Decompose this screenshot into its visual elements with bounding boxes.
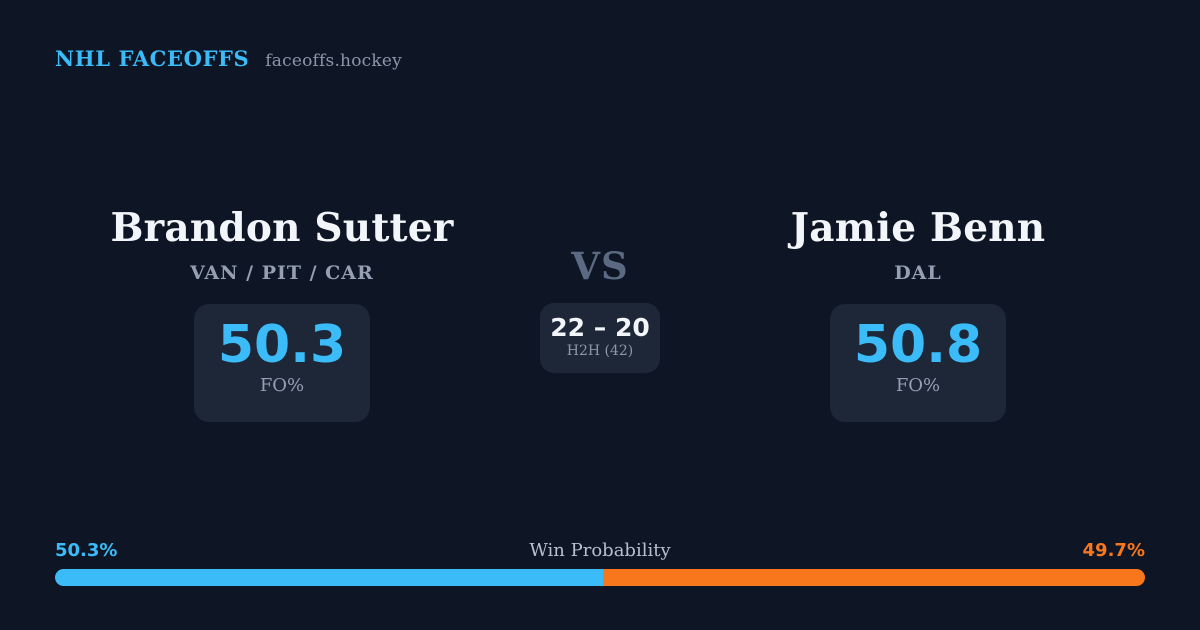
player-right-teams: DAL: [894, 261, 942, 284]
brand-title: NHL FACEOFFS: [55, 46, 250, 71]
win-probability-left-pct: 50.3%: [55, 540, 118, 561]
win-probability-bar-left-segment: [55, 569, 604, 586]
player-left-fo-value: 50.3: [217, 314, 347, 375]
player-left-name: Brandon Sutter: [110, 205, 454, 251]
player-right-section: Jamie Benn DAL 50.8 FO%: [718, 206, 1118, 422]
player-left-teams: VAN / PIT / CAR: [190, 261, 374, 284]
win-probability-title: Win Probability: [529, 540, 671, 561]
matchup-section: VS 22 – 20 H2H (42): [500, 247, 700, 373]
player-right-name: Jamie Benn: [790, 205, 1046, 251]
win-probability-bar: [55, 569, 1145, 586]
player-right-fo-label: FO%: [895, 375, 941, 397]
player-left-fo-card: 50.3 FO%: [194, 303, 370, 422]
win-probability-right-pct: 49.7%: [1082, 540, 1145, 561]
h2h-games-label: H2H (42): [566, 343, 634, 360]
h2h-score: 22 – 20: [550, 312, 650, 342]
player-right-fo-value: 50.8: [853, 314, 983, 375]
header: NHL FACEOFFS faceoffs.hockey: [55, 46, 402, 71]
vs-label: VS: [571, 244, 629, 288]
h2h-card: 22 – 20 H2H (42): [540, 302, 660, 373]
site-domain: faceoffs.hockey: [265, 51, 402, 71]
player-left-section: Brandon Sutter VAN / PIT / CAR 50.3 FO%: [82, 206, 482, 422]
player-right-fo-card: 50.8 FO%: [830, 303, 1006, 422]
win-probability-section: 50.3% Win Probability 49.7%: [55, 540, 1145, 586]
player-left-fo-label: FO%: [259, 375, 305, 397]
win-probability-bar-right-segment: [603, 569, 1145, 586]
win-probability-labels: 50.3% Win Probability 49.7%: [55, 540, 1145, 562]
